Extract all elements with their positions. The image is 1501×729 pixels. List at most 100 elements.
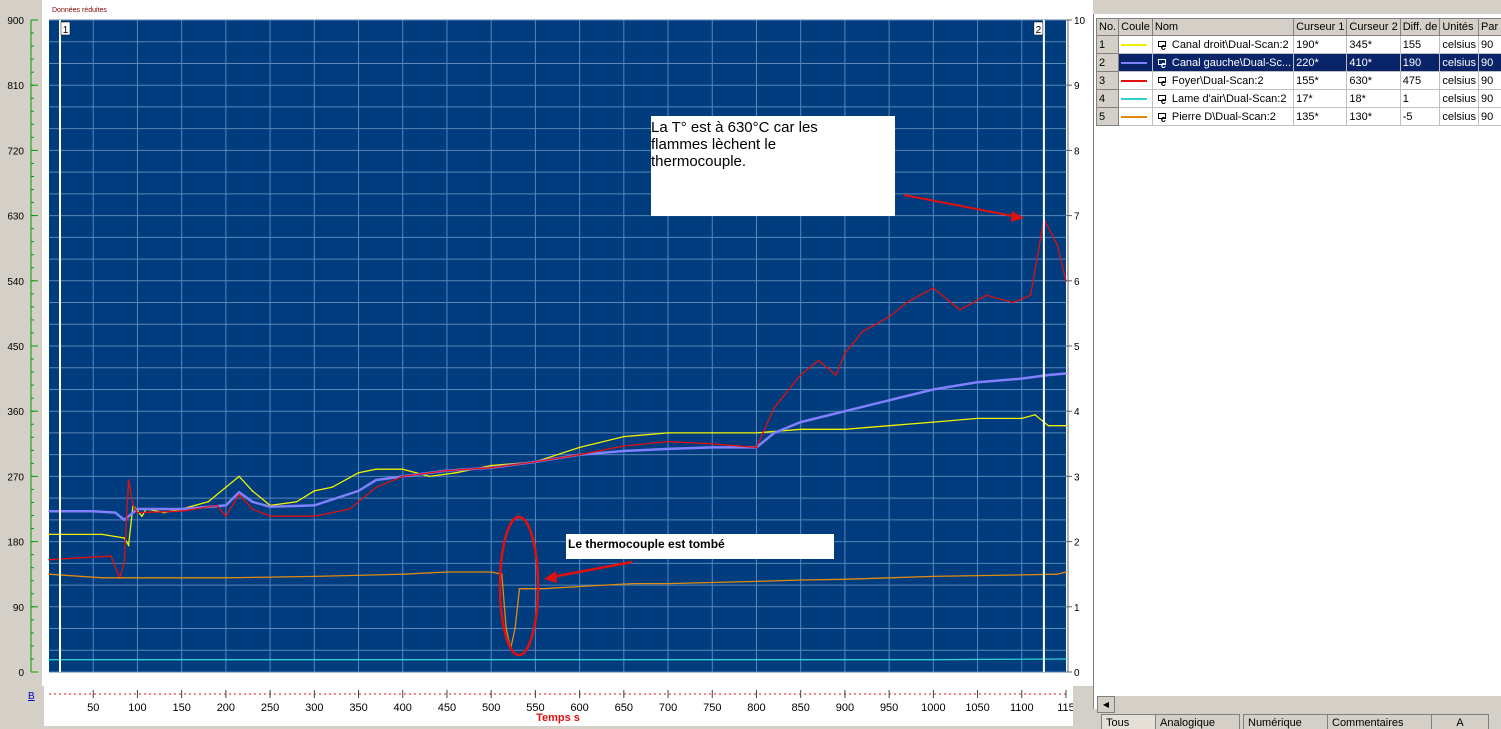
cursor1-value[interactable]: 155* <box>1294 72 1347 90</box>
par-value[interactable]: 90 <box>1478 36 1501 54</box>
column-header[interactable]: Nom <box>1152 19 1293 36</box>
column-header[interactable]: Curseur 2 <box>1347 19 1400 36</box>
series-point-canal_gauche <box>623 450 625 452</box>
unit-value[interactable]: celsius <box>1440 36 1479 54</box>
row-number[interactable]: 4 <box>1097 90 1119 108</box>
signal-name[interactable]: Canal droit\Dual-Scan:2 <box>1152 36 1293 54</box>
series-point-canal_gauche <box>888 400 890 402</box>
horizontal-scrollbar[interactable]: ◀ <box>1097 695 1501 712</box>
column-header[interactable]: No. <box>1097 19 1119 36</box>
series-point-canal_gauche <box>844 410 846 412</box>
x-tick-label: 1100 <box>1010 702 1034 714</box>
series-point-canal_gauche <box>933 389 935 391</box>
diff-value[interactable]: -5 <box>1400 108 1440 126</box>
y-right-tick: 6 <box>1074 277 1080 288</box>
diff-value[interactable]: 1 <box>1400 90 1440 108</box>
cursor2-value[interactable]: 410* <box>1347 54 1400 72</box>
table-row[interactable]: 2 Canal gauche\Dual-Sc...220*410*190celsi… <box>1097 54 1501 72</box>
diff-value[interactable]: 475 <box>1400 72 1440 90</box>
row-number[interactable]: 5 <box>1097 108 1119 126</box>
column-header[interactable]: Unités <box>1440 19 1479 36</box>
series-point-foyer <box>535 461 537 463</box>
signal-name[interactable]: Canal gauche\Dual-Sc... <box>1152 54 1293 72</box>
signal-name[interactable]: Pierre D\Dual-Scan:2 <box>1152 108 1293 126</box>
y-right-tick: 2 <box>1074 538 1080 549</box>
series-point-canal_droit <box>128 544 130 546</box>
cursor1-value[interactable]: 190* <box>1294 36 1347 54</box>
chart-area[interactable]: Données réduites 90081072063054045036027… <box>0 0 1093 727</box>
unit-value[interactable]: celsius <box>1440 90 1479 108</box>
cursor1-value[interactable]: 220* <box>1294 54 1347 72</box>
series-point-pierre <box>137 577 139 579</box>
x-tick-label: 500 <box>482 702 500 714</box>
corner-box <box>1073 686 1093 726</box>
y-left-tick: 630 <box>7 212 24 223</box>
series-point-foyer <box>756 447 758 449</box>
series-color-swatch <box>1121 116 1147 118</box>
series-point-canal_droit <box>375 468 377 470</box>
par-value[interactable]: 90 <box>1478 108 1501 126</box>
par-value[interactable]: 90 <box>1478 90 1501 108</box>
column-header[interactable]: Curseur 1 <box>1294 19 1347 36</box>
cursor1-value[interactable]: 17* <box>1294 90 1347 108</box>
color-swatch-cell[interactable] <box>1119 90 1153 108</box>
series-point-lame_air <box>1065 658 1067 660</box>
cursor2-value[interactable]: 18* <box>1347 90 1400 108</box>
x-tick-label: 1050 <box>965 702 989 714</box>
series-point-pierre <box>579 586 581 588</box>
cursor2-value[interactable]: 130* <box>1347 108 1400 126</box>
x-tick-label: 900 <box>836 702 854 714</box>
par-value[interactable]: 90 <box>1478 54 1501 72</box>
unit-value[interactable]: celsius <box>1440 54 1479 72</box>
x-tick-label: 700 <box>659 702 677 714</box>
tab-analogique-label: Analogique <box>1160 717 1215 729</box>
cursor2-value[interactable]: 345* <box>1347 36 1400 54</box>
unit-value[interactable]: celsius <box>1440 72 1479 90</box>
y-right-tick: 4 <box>1074 407 1080 418</box>
cursor2-value[interactable]: 630* <box>1347 72 1400 90</box>
series-point-pierre <box>933 576 935 578</box>
row-number[interactable]: 3 <box>1097 72 1119 90</box>
series-point-pierre <box>888 577 890 579</box>
table-row[interactable]: 1 Canal droit\Dual-Scan:2 190*345*155celsi… <box>1097 36 1501 54</box>
series-point-canal_gauche <box>1065 373 1067 375</box>
signal-name[interactable]: Lame d'air\Dual-Scan:2 <box>1152 90 1293 108</box>
series-point-canal_gauche <box>358 490 360 492</box>
y-left-tick: 0 <box>18 668 24 679</box>
series-point-canal_droit <box>756 432 758 434</box>
color-swatch-cell[interactable] <box>1119 72 1153 90</box>
x-tick-label: 115 <box>1057 702 1075 714</box>
column-header[interactable]: Diff. de <box>1400 19 1440 36</box>
column-header[interactable]: Coule <box>1119 19 1153 36</box>
color-swatch-cell[interactable] <box>1119 108 1153 126</box>
diff-value[interactable]: 190 <box>1400 54 1440 72</box>
series-point-foyer <box>959 309 961 311</box>
series-point-canal_droit <box>455 472 457 474</box>
y-right-tick: 7 <box>1074 212 1080 223</box>
series-point-foyer <box>782 396 784 398</box>
scroll-left-icon[interactable]: ◀ <box>1097 696 1115 713</box>
series-point-foyer <box>225 515 227 517</box>
tab-a-label: A <box>1456 717 1463 729</box>
unit-value[interactable]: celsius <box>1440 108 1479 126</box>
series-point-canal_gauche <box>252 501 254 503</box>
column-header[interactable]: Par d <box>1478 19 1501 36</box>
series-point-pierre <box>756 581 758 583</box>
color-swatch-cell[interactable] <box>1119 54 1153 72</box>
color-swatch-cell[interactable] <box>1119 36 1153 54</box>
signal-name[interactable]: Foyer\Dual-Scan:2 <box>1152 72 1293 90</box>
y-left-tick: 900 <box>7 16 24 27</box>
par-value[interactable]: 90 <box>1478 72 1501 90</box>
signal-name-text: Canal droit\Dual-Scan:2 <box>1172 39 1289 51</box>
row-number[interactable]: 1 <box>1097 36 1119 54</box>
series-point-pierre <box>1021 574 1023 576</box>
diff-value[interactable]: 155 <box>1400 36 1440 54</box>
row-number[interactable]: 2 <box>1097 54 1119 72</box>
series-point-foyer <box>906 302 908 304</box>
cursor1-value[interactable]: 135* <box>1294 108 1347 126</box>
series-point-canal_droit <box>123 537 125 539</box>
series-point-canal_droit <box>331 486 333 488</box>
